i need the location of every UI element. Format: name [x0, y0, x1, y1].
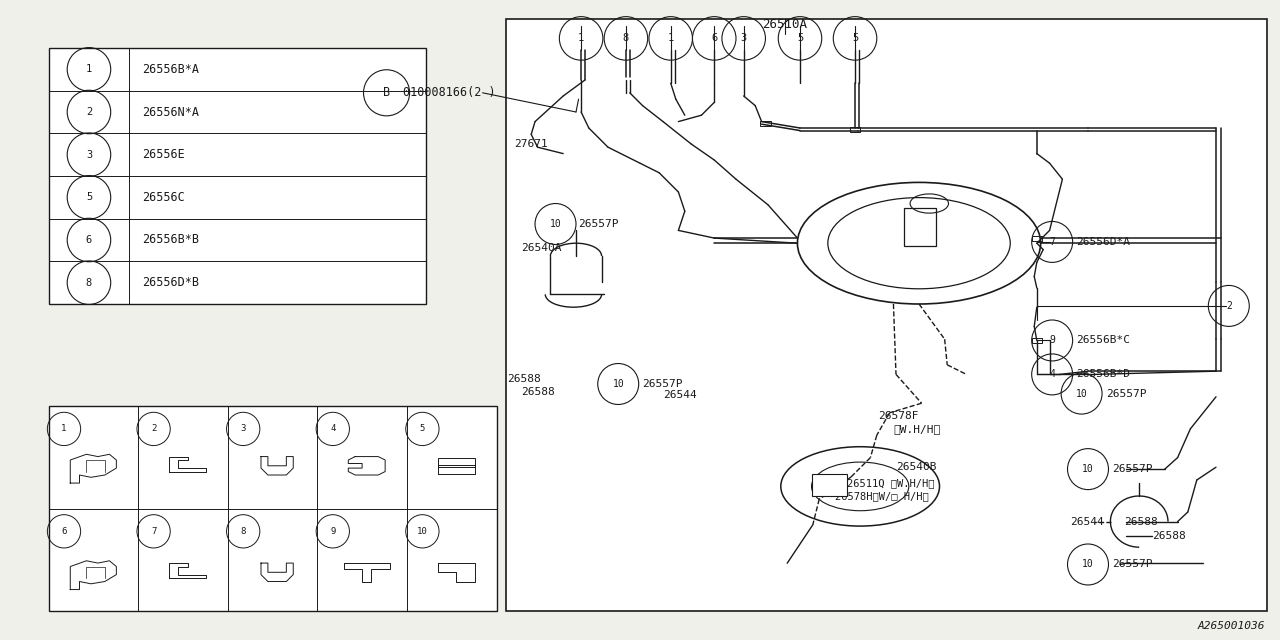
- Text: 26578H〈W/□ H/H〉: 26578H〈W/□ H/H〉: [835, 491, 928, 501]
- Text: 10: 10: [1075, 388, 1088, 399]
- Text: B: B: [383, 86, 390, 99]
- Text: 26540A: 26540A: [521, 243, 562, 253]
- Bar: [49, 406, 497, 611]
- Text: 26544: 26544: [1070, 516, 1103, 527]
- Text: 10: 10: [417, 527, 428, 536]
- Text: 7: 7: [151, 527, 156, 536]
- Text: 26588: 26588: [1124, 516, 1157, 527]
- Text: 3: 3: [241, 424, 246, 433]
- Text: 26511Q 〈W.H/H〉: 26511Q 〈W.H/H〉: [847, 478, 934, 488]
- Bar: [49, 48, 426, 304]
- Text: 6: 6: [712, 33, 717, 44]
- Text: 9: 9: [1050, 335, 1055, 346]
- Text: 010008166(2 ): 010008166(2 ): [403, 86, 495, 99]
- Text: 26556B*A: 26556B*A: [142, 63, 200, 76]
- Text: 26540B: 26540B: [896, 462, 937, 472]
- Text: 10: 10: [1082, 464, 1094, 474]
- Text: 26557P: 26557P: [579, 219, 620, 229]
- Text: 26588: 26588: [521, 387, 554, 397]
- Text: 3: 3: [741, 33, 746, 44]
- Text: 5: 5: [420, 424, 425, 433]
- Text: 26588: 26588: [507, 374, 540, 384]
- Text: 2: 2: [151, 424, 156, 433]
- Text: 1: 1: [86, 65, 92, 74]
- Text: 8: 8: [623, 33, 628, 44]
- Text: 26556N*A: 26556N*A: [142, 106, 200, 118]
- Text: A265001036: A265001036: [1197, 621, 1265, 631]
- Text: 7: 7: [1050, 237, 1055, 247]
- Text: 26557P: 26557P: [1112, 464, 1153, 474]
- Text: 5: 5: [86, 193, 92, 202]
- Text: 1: 1: [61, 424, 67, 433]
- Text: 10: 10: [1082, 559, 1094, 570]
- Text: 26556D*B: 26556D*B: [142, 276, 200, 289]
- Bar: [904, 208, 936, 246]
- Text: 2: 2: [86, 107, 92, 117]
- Text: 26557P: 26557P: [1106, 388, 1147, 399]
- Bar: [1032, 236, 1042, 241]
- Text: 26556B*D: 26556B*D: [1076, 369, 1130, 380]
- Text: 6: 6: [61, 527, 67, 536]
- Text: 〈W.H/H〉: 〈W.H/H〉: [893, 424, 941, 434]
- Text: 9: 9: [330, 527, 335, 536]
- Bar: [506, 19, 1267, 611]
- Text: 4: 4: [330, 424, 335, 433]
- Text: 3: 3: [86, 150, 92, 159]
- Text: 10: 10: [549, 219, 562, 229]
- Bar: [760, 121, 771, 126]
- Text: 8: 8: [241, 527, 246, 536]
- Text: 2: 2: [1226, 301, 1231, 311]
- Text: 26556B*C: 26556B*C: [1076, 335, 1130, 346]
- Text: 26556B*B: 26556B*B: [142, 234, 200, 246]
- Text: 4: 4: [1050, 369, 1055, 380]
- Text: 1: 1: [579, 33, 584, 44]
- Text: 26557P: 26557P: [643, 379, 684, 389]
- Bar: [1032, 338, 1042, 343]
- Text: 26588: 26588: [1152, 531, 1185, 541]
- Text: 5: 5: [852, 33, 858, 44]
- Text: 26544: 26544: [663, 390, 696, 400]
- Text: 27671: 27671: [515, 139, 548, 149]
- Text: 26556C: 26556C: [142, 191, 184, 204]
- Text: 26510A: 26510A: [762, 18, 808, 31]
- Text: 5: 5: [797, 33, 803, 44]
- Bar: [850, 127, 860, 132]
- Text: 26578F: 26578F: [878, 411, 919, 421]
- Text: 26556E: 26556E: [142, 148, 184, 161]
- Text: 1: 1: [668, 33, 673, 44]
- Text: 10: 10: [612, 379, 625, 389]
- Text: 26556D*A: 26556D*A: [1076, 237, 1130, 247]
- Text: 6: 6: [86, 235, 92, 245]
- Text: 26557P: 26557P: [1112, 559, 1153, 570]
- Text: 8: 8: [86, 278, 92, 287]
- Bar: [812, 474, 847, 496]
